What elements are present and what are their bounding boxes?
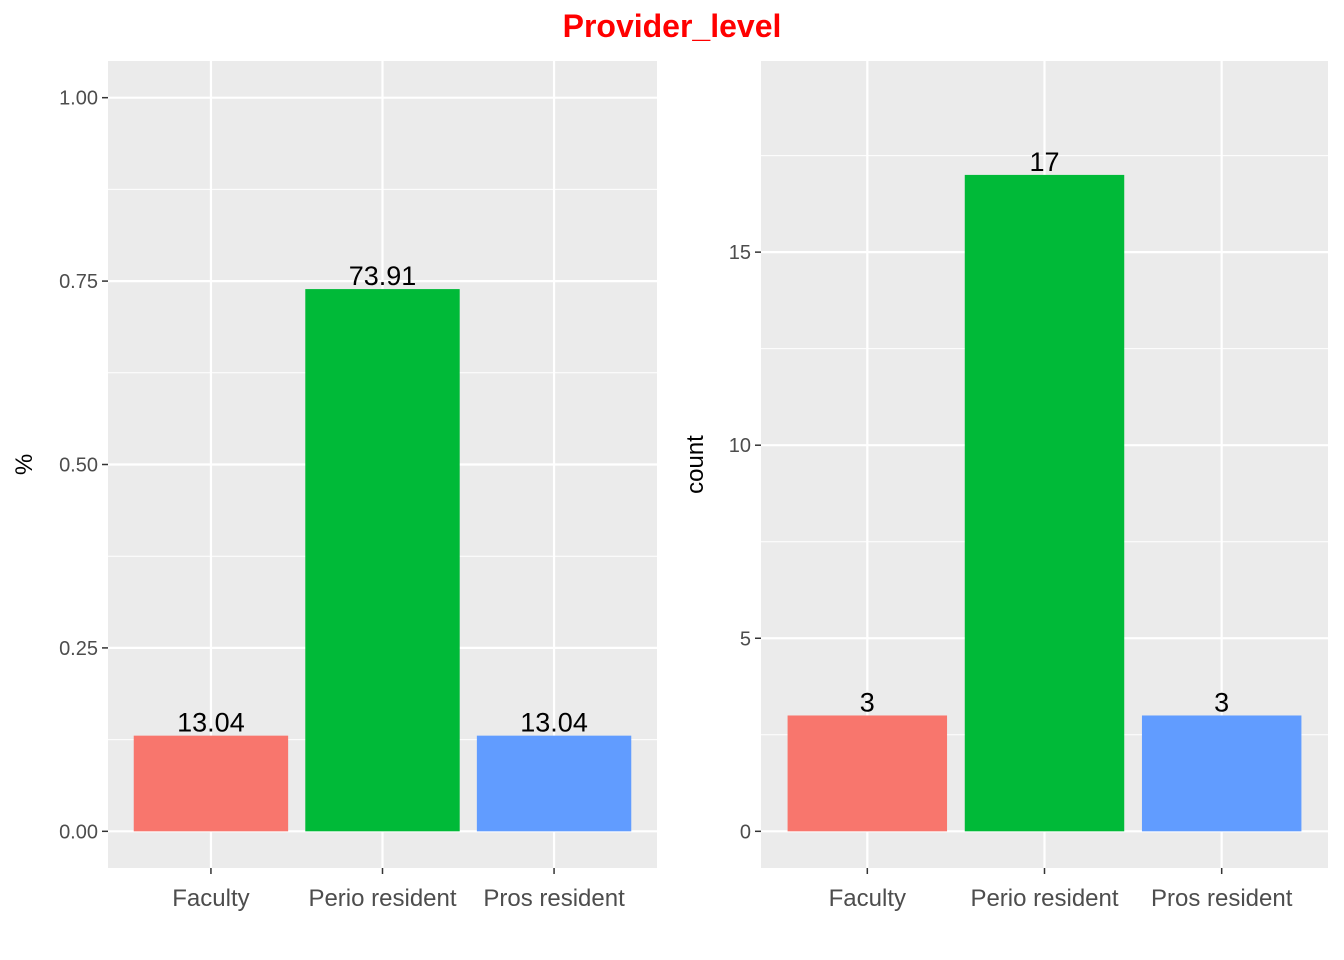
data-label: 73.91 <box>349 261 417 291</box>
percent-panel: 13.04 73.91 13.04 0.00 0.25 0.50 0.75 1.00 Facul… <box>11 61 657 912</box>
bar-faculty <box>133 735 289 832</box>
bar-perio-resident <box>964 174 1125 832</box>
y-tick-label: 0.75 <box>59 271 98 293</box>
y-axis-title: count <box>682 435 709 494</box>
y-tick-label: 5 <box>740 628 751 650</box>
data-label: 13.04 <box>177 708 245 738</box>
y-tick-label: 0.50 <box>59 455 98 477</box>
x-tick-label: Faculty <box>829 885 906 912</box>
data-label: 3 <box>1214 687 1229 717</box>
y-tick-label: 15 <box>729 242 751 264</box>
y-tick-label: 0.25 <box>59 638 98 660</box>
y-tick-label: 0 <box>740 821 751 843</box>
chart-title: Provider_level <box>563 8 782 44</box>
bar-perio-resident <box>305 289 460 832</box>
bar-faculty <box>787 715 948 832</box>
x-tick-label: Pros resident <box>483 885 625 912</box>
y-tick-label: 1.00 <box>59 88 98 110</box>
data-label: 3 <box>860 687 875 717</box>
y-axis-title: % <box>11 454 38 475</box>
y-tick-label: 0.00 <box>59 821 98 843</box>
bar-pros-resident <box>1141 715 1302 832</box>
x-tick-label: Pros resident <box>1151 885 1293 912</box>
count-panel: 3 17 3 0 5 10 15 Faculty Perio resident Pros resi… <box>682 61 1328 912</box>
y-tick-label: 10 <box>729 435 751 457</box>
x-tick-label: Perio resident <box>308 885 456 912</box>
data-label: 13.04 <box>520 708 588 738</box>
x-tick-label: Perio resident <box>970 885 1118 912</box>
data-label: 17 <box>1029 147 1059 177</box>
x-tick-label: Faculty <box>172 885 249 912</box>
bar-pros-resident <box>476 735 632 832</box>
